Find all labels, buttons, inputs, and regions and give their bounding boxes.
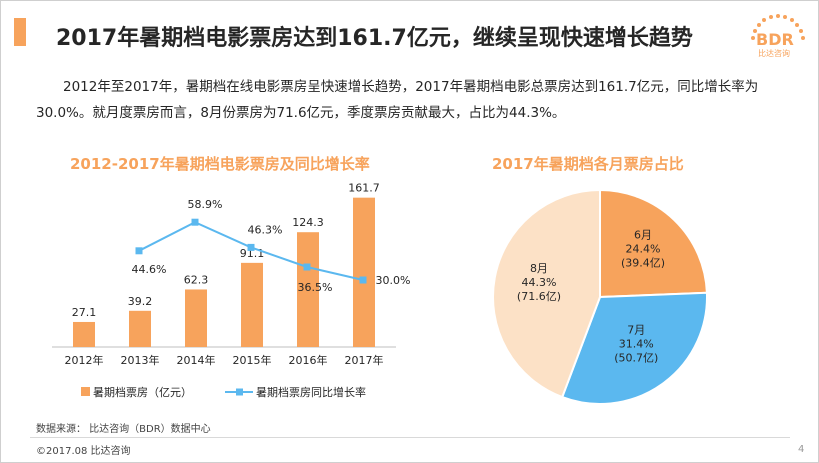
- bar-value-label-5: 161.7: [348, 182, 380, 195]
- pie-slice-2: [492, 188, 601, 399]
- line-point-1: [135, 247, 143, 255]
- bar-3: [241, 262, 263, 347]
- bar-value-label-1: 39.2: [128, 295, 153, 308]
- pie-label-0-name: 6月: [634, 228, 652, 241]
- line-value-label-5: 30.0%: [376, 274, 411, 287]
- bar-0: [73, 321, 95, 347]
- line-point-4: [303, 263, 311, 271]
- bar-2: [185, 289, 207, 347]
- line-value-label-4: 36.5%: [298, 281, 333, 294]
- pie-label-1-value: (50.7亿): [614, 351, 658, 364]
- legend-bar-label: 暑期档票房（亿元）: [93, 385, 192, 399]
- title-marker: [14, 18, 26, 46]
- bdr-logo: BDR 比达咨询: [748, 12, 808, 64]
- bar-4: [297, 232, 319, 347]
- pie-slice-0: [599, 188, 708, 299]
- logo-subtitle: 比达咨询: [758, 49, 790, 58]
- x-tick-label-5: 2017年: [345, 353, 384, 367]
- x-tick-label-3: 2015年: [233, 353, 272, 367]
- logo-dots-icon: [751, 14, 805, 40]
- page-title: 2017年暑期档电影票房达到161.7亿元，继续呈现快速增长趋势: [56, 26, 693, 51]
- legend-line-marker: [236, 388, 243, 396]
- logo-text: BDR: [756, 30, 794, 49]
- pie-label-1-percent: 31.4%: [619, 337, 654, 350]
- data-source: 数据来源： 比达咨询（BDR）数据中心: [36, 424, 211, 435]
- x-tick-label-1: 2013年: [121, 353, 160, 367]
- pie-label-2-percent: 44.3%: [521, 276, 556, 289]
- bar-chart-title: 2012-2017年暑期档电影票房及同比增长率: [70, 155, 370, 173]
- pie-label-2-value: (71.6亿): [517, 290, 561, 303]
- bar-value-label-2: 62.3: [184, 273, 209, 286]
- bar-1: [129, 310, 151, 347]
- pie-chart-title: 2017年暑期档各月票房占比: [492, 155, 684, 173]
- x-tick-label-4: 2016年: [289, 353, 328, 367]
- footer-divider: [30, 437, 790, 438]
- line-value-label-2: 58.9%: [188, 198, 223, 211]
- bar-value-label-4: 124.3: [292, 216, 324, 229]
- line-point-3: [247, 243, 255, 251]
- pie-label-0-value: (39.4亿): [621, 256, 665, 269]
- pie-label-2-name: 8月: [530, 262, 548, 275]
- x-tick-label-0: 2012年: [65, 353, 104, 367]
- copyright: ©2017.08 比达咨询: [36, 446, 131, 457]
- legend-line-label: 暑期档票房同比增长率: [256, 385, 366, 399]
- page-number: 4: [798, 444, 805, 455]
- pie-label-1-name: 7月: [627, 323, 645, 336]
- bar-value-label-0: 27.1: [72, 306, 97, 319]
- legend-bar-swatch: [81, 387, 90, 396]
- line-value-label-3: 46.3%: [248, 223, 283, 236]
- line-point-2: [191, 218, 199, 226]
- line-value-label-1: 44.6%: [132, 263, 167, 276]
- bar-5: [353, 197, 375, 347]
- line-point-5: [359, 276, 367, 284]
- pie-label-0-percent: 24.4%: [626, 242, 661, 255]
- summary-paragraph: 2012年至2017年，暑期档在线电影票房呈快速增长趋势，2017年暑期档电影总…: [36, 79, 759, 121]
- pie-slice-1: [560, 291, 708, 405]
- x-tick-label-2: 2014年: [177, 353, 216, 367]
